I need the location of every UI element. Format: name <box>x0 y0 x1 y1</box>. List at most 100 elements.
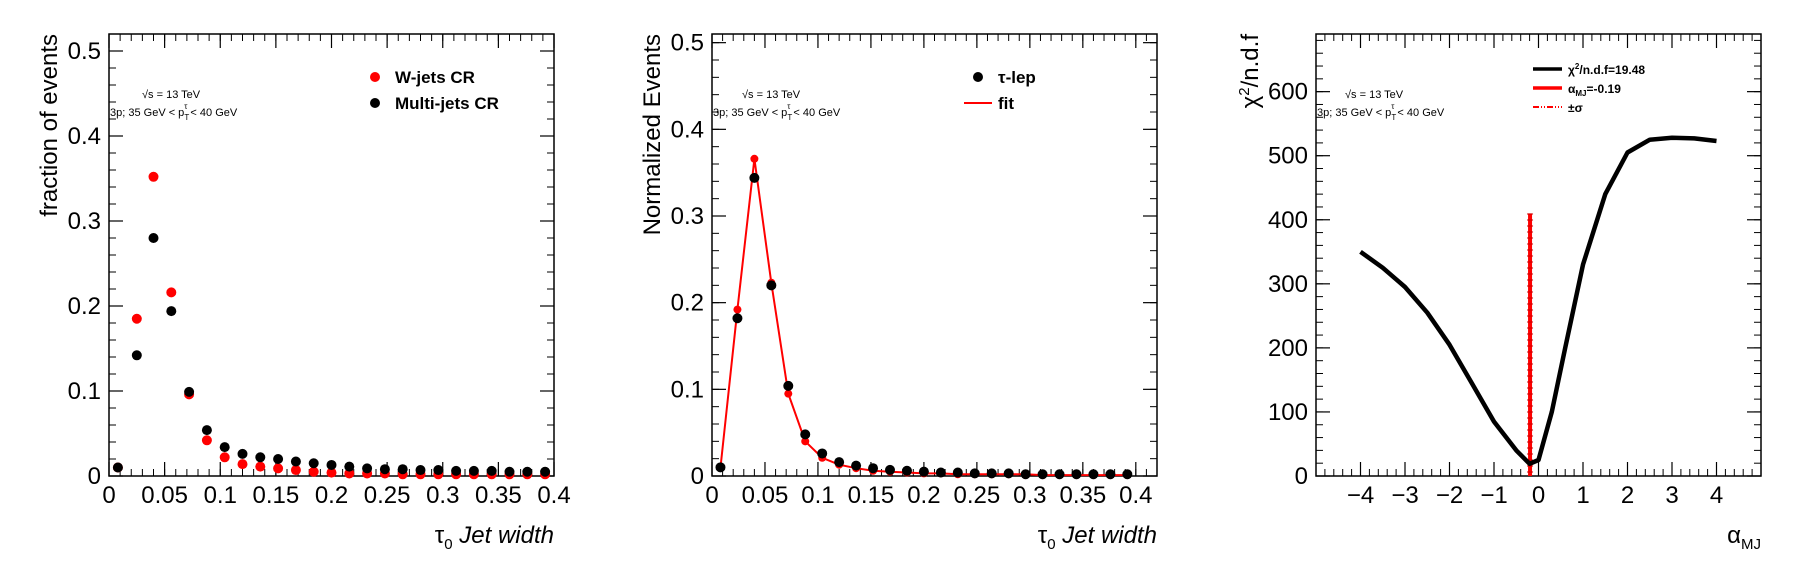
wjets-point <box>201 435 212 446</box>
multijets-point <box>344 461 355 472</box>
wjets-point <box>255 461 266 472</box>
multijets-point <box>397 464 408 475</box>
fit-point <box>733 305 742 314</box>
panel-fraction-of-events: 0 0.05 0.1 0.15 0.2 0.25 0.3 0.35 0.4 0 0.1 0.2 0.3… <box>36 33 571 553</box>
multijets-point <box>112 462 123 473</box>
x-tick-label: 4 <box>1710 482 1723 509</box>
y-tick-label: 600 <box>1268 79 1308 106</box>
y-axis-base: χ <box>1237 95 1264 108</box>
tau-lep-point <box>851 460 862 471</box>
x-tick-labels: 0 0.05 0.1 0.15 0.2 0.25 0.3 0.35 0.4 <box>102 482 570 509</box>
x-tick-label: 0.2 <box>907 482 940 509</box>
chi2-curve <box>1359 135 1717 467</box>
annotation-selection-end: < 40 GeV <box>790 107 841 119</box>
x-tick-label: 0.25 <box>364 482 411 509</box>
x-tick-label: 0.35 <box>475 482 522 509</box>
x-tick-label: −2 <box>1436 482 1463 509</box>
tick-marks <box>711 34 1158 477</box>
annotation-pt-sup: τ <box>1391 102 1395 111</box>
legend-label-chi2: χ2/n.d.f=19.48 <box>1568 62 1645 77</box>
x-axis-title: τ0 Jet width <box>1038 522 1157 553</box>
x-tick-label: 0.1 <box>801 482 834 509</box>
x-tick-label: 0 <box>705 482 718 509</box>
x-tick-label: 0.05 <box>141 482 188 509</box>
annotation-pt-sup: τ <box>787 102 791 111</box>
wjets-point <box>308 466 319 477</box>
tau-lep-point <box>766 280 777 291</box>
tau-lep-point <box>834 457 845 468</box>
x-axis-title: αMJ <box>1727 522 1761 553</box>
y-tick-label: 0.3 <box>68 208 101 235</box>
chi2-line <box>1359 135 1717 467</box>
annotation-pt-sup: τ <box>184 102 188 111</box>
annotation-selection: 3p; 35 GeV < pTτ < 40 GeV <box>713 102 841 122</box>
annotation-energy: √s = 13 TeV <box>1345 89 1404 101</box>
y-tick-label: 400 <box>1268 207 1308 234</box>
legend-alpha-rest: =-0.19 <box>1587 82 1622 96</box>
y-tick-labels: 0 0.1 0.2 0.3 0.4 0.5 <box>671 30 704 490</box>
multijets-point <box>415 465 426 476</box>
annotation-selection: 3p; 35 GeV < pTτ < 40 GeV <box>110 102 238 122</box>
tau-lep-point <box>868 463 879 474</box>
multijets-point <box>219 442 230 453</box>
multijets-point <box>237 448 248 459</box>
y-axis-rest: /n.d.f <box>1237 34 1264 88</box>
y-tick-labels: 0 100 200 300 400 500 600 <box>1268 79 1308 490</box>
y-tick-label: 0.5 <box>68 38 101 65</box>
annotation-pt-sub: T <box>787 113 792 122</box>
y-tick-label: 0.4 <box>68 123 101 150</box>
annotation-energy: √s = 13 TeV <box>742 89 801 101</box>
tau-lep-point <box>901 465 912 476</box>
x-axis-symbol: τ <box>435 522 445 549</box>
x-axis-symbol: τ <box>1038 522 1048 549</box>
panel-normalized-events: 0 0.05 0.1 0.15 0.2 0.25 0.3 0.35 0.4 0 0.1 0.2 0.3… <box>639 30 1158 553</box>
y-tick-label: 0.3 <box>671 203 704 230</box>
y-tick-label: 0.1 <box>68 378 101 405</box>
x-tick-label: −1 <box>1480 482 1507 509</box>
y-axis-title: Normalized Events <box>639 34 666 235</box>
legend-label-multijets: Multi-jets CR <box>395 94 499 113</box>
annotation-selection: 3p; 35 GeV < pTτ < 40 GeV <box>1317 102 1445 122</box>
legend-label-wjets: W-jets CR <box>395 68 475 87</box>
wjets-point <box>166 287 177 298</box>
annotation-selection-text: 3p; 35 GeV < p <box>713 107 787 119</box>
multijets-point <box>308 458 319 469</box>
legend-marker-wjets <box>370 72 380 82</box>
y-tick-label: 0.4 <box>671 116 704 143</box>
tau-lep-point <box>1037 469 1048 480</box>
annotation-selection-text: 3p; 35 GeV < p <box>1317 107 1391 119</box>
wjets-point <box>290 465 301 476</box>
tick-marks <box>1315 34 1761 477</box>
multijets-point <box>433 465 444 476</box>
multijets-point <box>468 465 479 476</box>
multijets-point <box>540 466 551 477</box>
legend: τ-lep fit <box>964 68 1036 113</box>
tau-lep-point <box>1020 469 1031 480</box>
tau-lep-point <box>783 380 794 391</box>
fit-point <box>784 389 793 398</box>
multijets-point <box>504 466 515 477</box>
tau-lep-point <box>1054 469 1065 480</box>
x-tick-label: 0.3 <box>426 482 459 509</box>
x-tick-labels: −4 −3 −2 −1 0 1 2 3 4 <box>1347 482 1723 509</box>
x-tick-label: 0.2 <box>315 482 348 509</box>
tau-lep-point <box>817 448 828 459</box>
multijets-point <box>362 463 373 474</box>
x-tick-labels: 0 0.05 0.1 0.15 0.2 0.25 0.3 0.35 0.4 <box>705 482 1152 509</box>
legend-marker-multijets <box>370 98 380 108</box>
multijets-point <box>131 350 142 361</box>
legend-label-sigma: ±σ <box>1568 101 1583 115</box>
wjets-point <box>131 313 142 324</box>
wjets-point <box>326 467 337 478</box>
multijets-point <box>148 233 159 243</box>
y-tick-label: 100 <box>1268 399 1308 426</box>
x-tick-label: 0.15 <box>253 482 300 509</box>
x-tick-label: 1 <box>1576 482 1589 509</box>
y-tick-label: 200 <box>1268 335 1308 362</box>
x-axis-symbol-sub: MJ <box>1741 536 1761 553</box>
fit-line <box>719 158 1128 477</box>
x-tick-label: 3 <box>1665 482 1678 509</box>
x-tick-label: 0.4 <box>537 482 570 509</box>
